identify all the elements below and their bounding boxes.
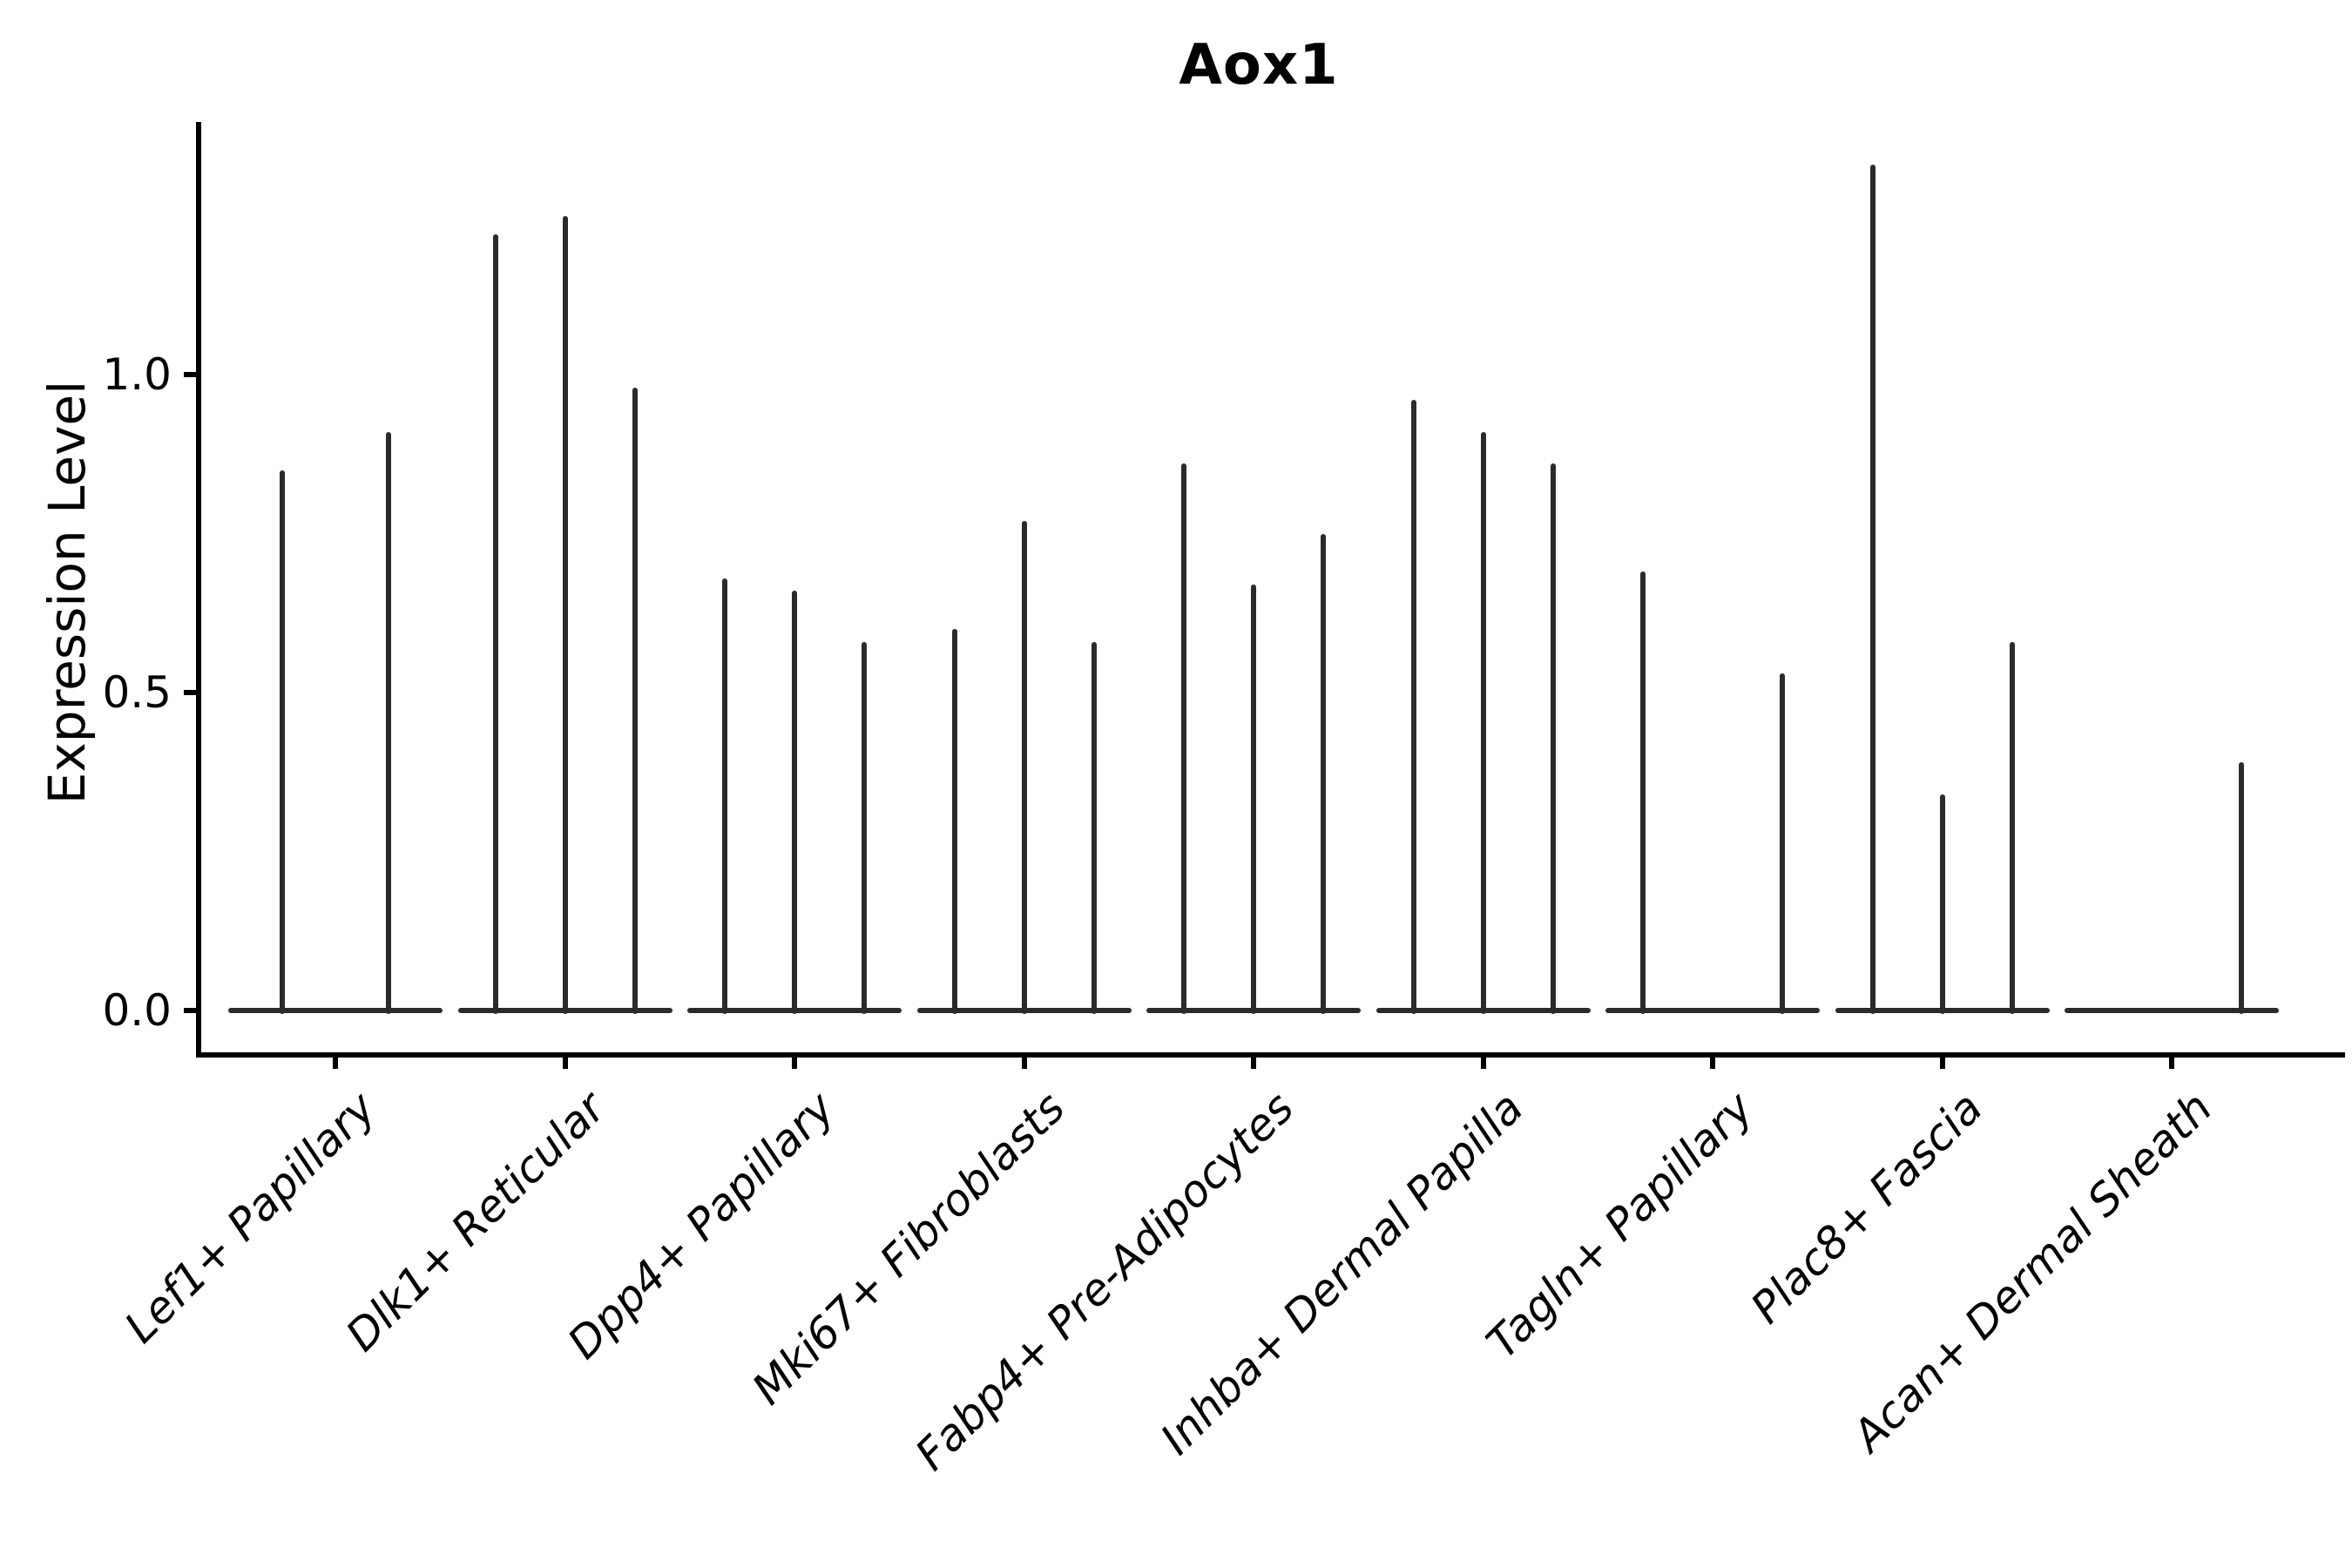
violin: [1021, 520, 1027, 1014]
violin: [1480, 431, 1486, 1014]
violin: [1550, 463, 1556, 1014]
violin: [1640, 571, 1646, 1014]
x-tick: [2169, 1058, 2174, 1069]
x-tick: [562, 1058, 568, 1069]
x-tick: [1480, 1058, 1486, 1069]
y-tick: [184, 690, 196, 695]
violin: [562, 215, 568, 1014]
violin: [792, 591, 797, 1014]
violin: [2239, 762, 2244, 1014]
violin: [280, 470, 285, 1014]
violin: [1780, 673, 1785, 1014]
violin: [386, 431, 391, 1014]
violin: [862, 641, 867, 1014]
x-tick: [792, 1058, 797, 1069]
violin: [1251, 584, 1256, 1014]
y-tick: [184, 372, 196, 377]
y-tick-label: 0.0: [102, 985, 172, 1036]
violin: [1410, 400, 1416, 1014]
y-tick: [184, 1008, 196, 1013]
x-category-label: Lef1+ Papillary: [115, 1082, 386, 1353]
x-category-label: Fabp4+ Pre-Adipocytes: [906, 1082, 1304, 1481]
x-tick: [1251, 1058, 1256, 1069]
violin-baseline: [228, 1008, 443, 1013]
violin-baseline: [1605, 1008, 1820, 1013]
x-tick: [1939, 1058, 1945, 1069]
violin: [1321, 533, 1326, 1014]
x-axis-line: [196, 1052, 2345, 1058]
violin: [722, 578, 727, 1014]
y-tick-label: 0.5: [102, 667, 172, 718]
violin-baseline: [2065, 1008, 2279, 1013]
x-tick: [1021, 1058, 1027, 1069]
violin: [632, 387, 638, 1014]
chart-title: Aox1: [1179, 33, 1339, 98]
violin: [1091, 641, 1097, 1014]
violin: [2009, 641, 2015, 1014]
violin: [951, 629, 957, 1014]
y-axis-line: [196, 122, 201, 1058]
violin: [492, 234, 498, 1014]
x-tick: [1710, 1058, 1715, 1069]
violin: [1181, 463, 1186, 1014]
violin: [1869, 165, 1876, 1014]
x-category-label: Plac8+ Fascia: [1741, 1082, 1993, 1334]
violin: [1939, 794, 1945, 1014]
x-tick: [333, 1058, 338, 1069]
y-tick-label: 1.0: [102, 349, 172, 400]
